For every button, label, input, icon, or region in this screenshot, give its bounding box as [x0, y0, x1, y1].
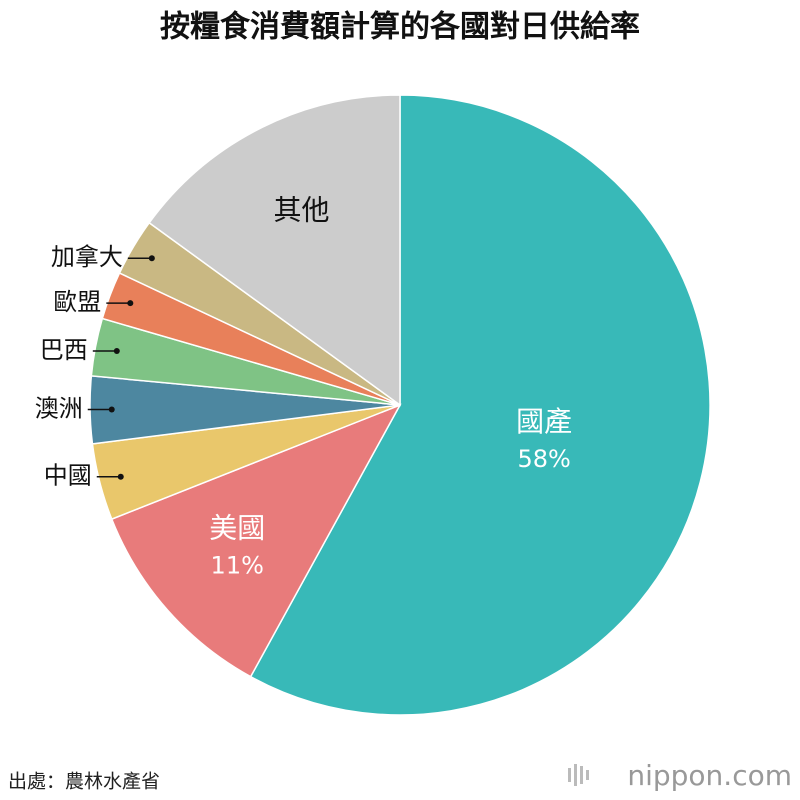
slice-label: 巴西 [40, 336, 88, 364]
logo: nippon.com [627, 759, 792, 792]
slice-label: 其他 [273, 194, 329, 227]
slice-label: 加拿大 [51, 243, 123, 271]
source: 出處：農林水產省 [8, 771, 160, 793]
slice-label: 中國 [44, 462, 92, 490]
value-label: 58% [517, 445, 570, 473]
slice-label: 澳洲 [35, 395, 83, 423]
slice-label: 美國 [209, 512, 265, 545]
pie-slice [110, 403, 402, 678]
value-label: 11% [211, 552, 264, 580]
pie-slice [249, 94, 711, 716]
slice-label: 國產 [516, 405, 572, 438]
logo-icon [568, 764, 589, 786]
chart-title: 按糧食消費額計算的各國對日供給率 [160, 10, 640, 45]
pie-slice [148, 94, 401, 407]
slice-label: 歐盟 [53, 288, 101, 316]
